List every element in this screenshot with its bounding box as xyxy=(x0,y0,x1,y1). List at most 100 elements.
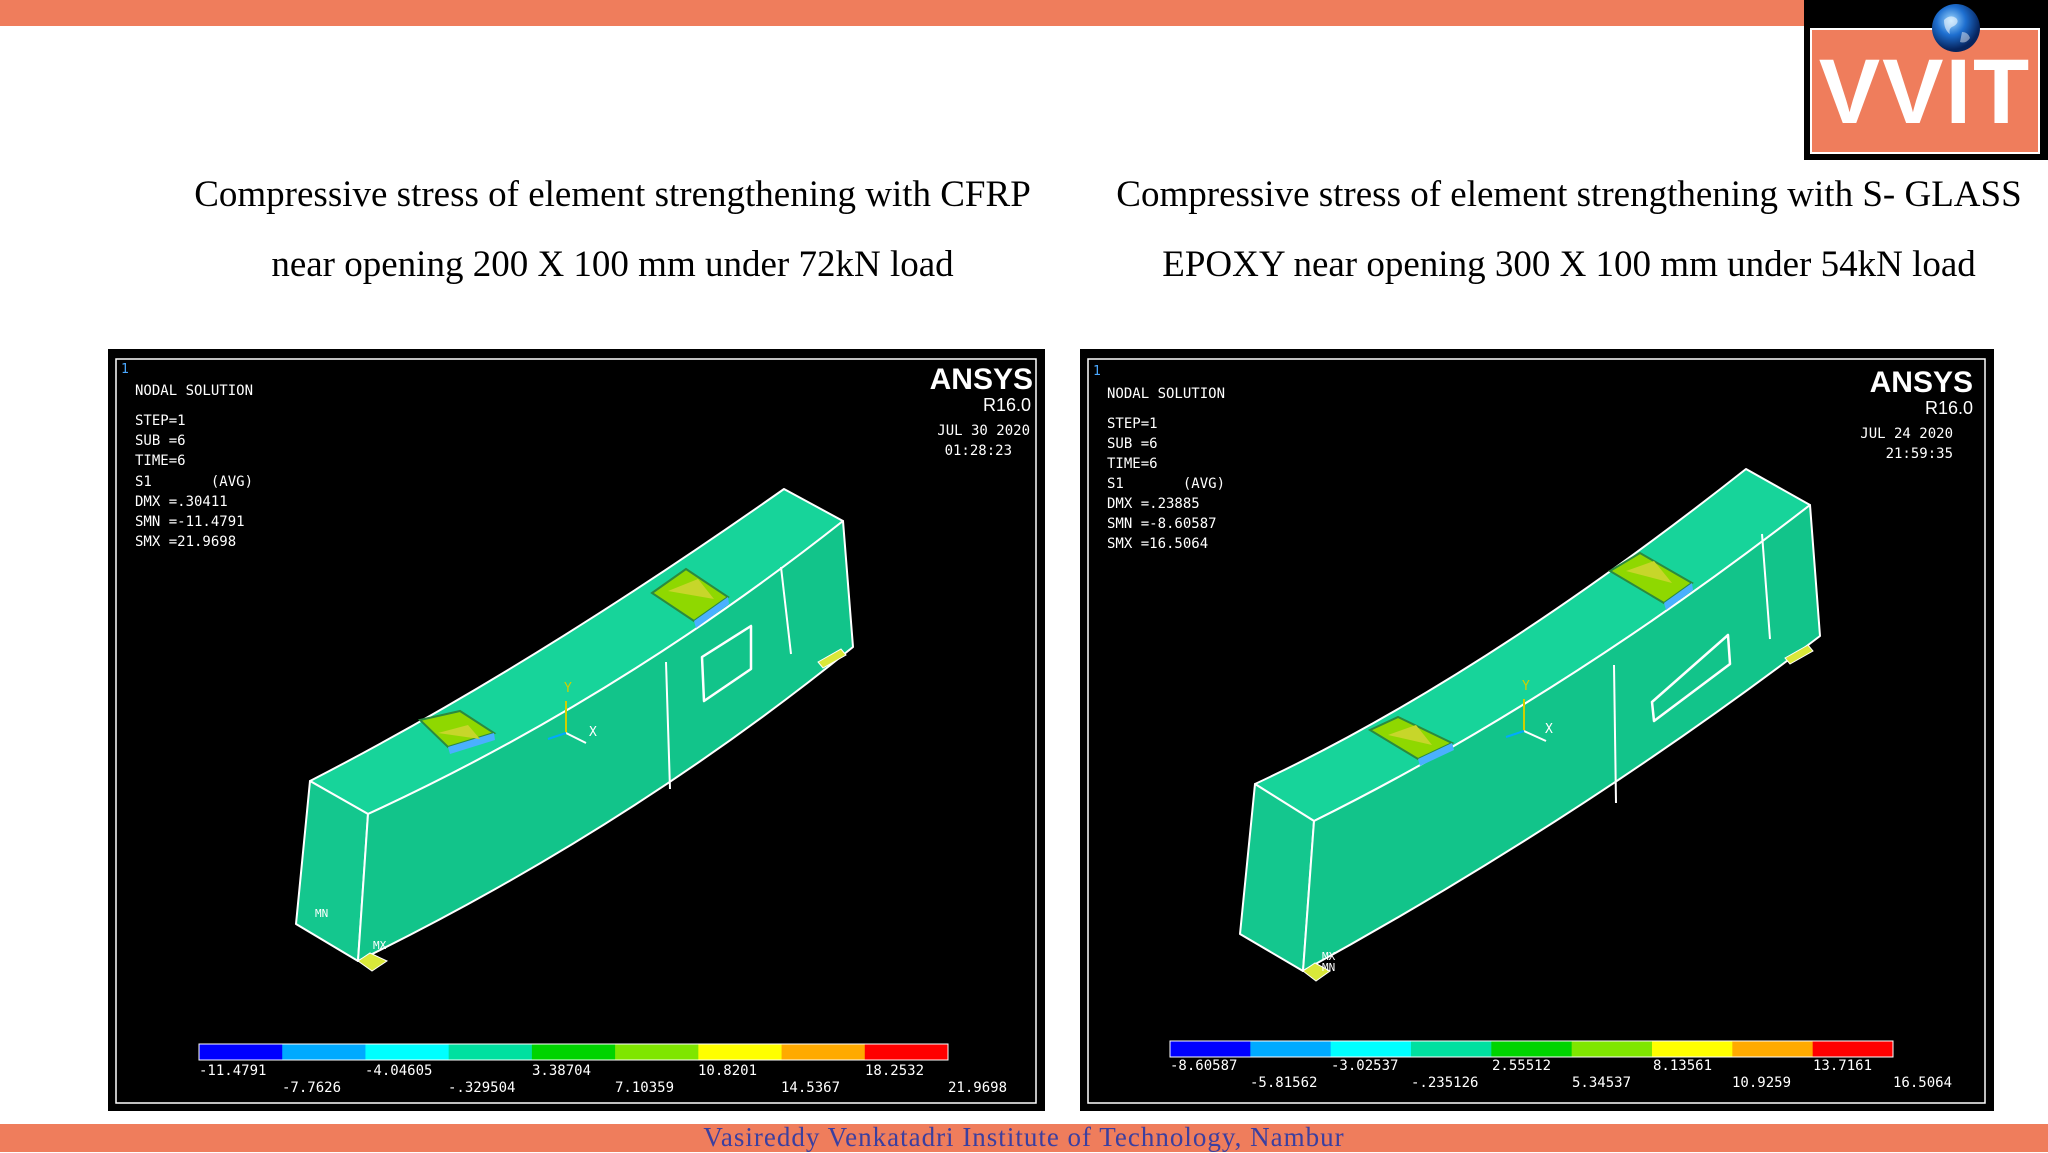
legend-color-band xyxy=(1652,1041,1733,1057)
legend-color-band xyxy=(448,1044,533,1060)
ansys-brand: ANSYS xyxy=(930,363,1033,396)
nodal-solution-title: NODAL SOLUTION xyxy=(135,383,253,399)
right-caption: Compressive stress of element strengthen… xyxy=(1090,160,2048,300)
axis-x-label: X xyxy=(589,725,597,740)
legend-top-label: 8.13561 xyxy=(1653,1058,1712,1074)
load-pad-right xyxy=(1608,551,1694,610)
result-time: 21:59:35 xyxy=(1886,446,1953,462)
ansys-result-cfrp: 1 NODAL SOLUTION STEP=1 SUB =6 TIME=6 S1… xyxy=(108,349,1045,1111)
s1-label: S1 (AVG) xyxy=(1107,476,1225,492)
footer-bar: Vasireddy Venkatadri Institute of Techno… xyxy=(0,1122,2048,1152)
time-label: TIME=6 xyxy=(135,453,186,469)
legend-color-band xyxy=(1732,1041,1814,1057)
right-caption-line1: Compressive stress of element strengthen… xyxy=(1116,174,2022,215)
step-label: STEP=1 xyxy=(135,413,186,429)
legend-color-band xyxy=(1330,1041,1412,1057)
legend-bottom-label: -.329504 xyxy=(448,1080,515,1096)
legend-color-band xyxy=(531,1044,616,1060)
sub-label: SUB =6 xyxy=(135,433,186,449)
ansys-brand: ANSYS xyxy=(1870,366,1973,399)
result-date: JUL 30 2020 xyxy=(937,423,1030,439)
s1-label: S1 (AVG) xyxy=(135,474,253,490)
legend-bottom-label: 16.5064 xyxy=(1893,1075,1952,1091)
sub-label: SUB =6 xyxy=(1107,436,1158,452)
legend-top-label: -3.02537 xyxy=(1331,1058,1398,1074)
support-left xyxy=(357,952,389,972)
legend-color-band xyxy=(1170,1041,1251,1057)
legend-top-label: 10.8201 xyxy=(698,1063,757,1079)
support-left xyxy=(1302,962,1331,982)
load-pad-right xyxy=(650,567,730,628)
legend-bottom-label: -7.7626 xyxy=(282,1080,341,1096)
min-marker: MN xyxy=(315,907,328,920)
load-pad-left xyxy=(417,709,497,754)
legend-top-label: 13.7161 xyxy=(1813,1058,1872,1074)
time-label: TIME=6 xyxy=(1107,456,1158,472)
legend-color-band xyxy=(1411,1041,1492,1057)
legend-top-label: -8.60587 xyxy=(1170,1058,1237,1074)
smx-label: SMX =16.5064 xyxy=(1107,536,1208,552)
legend-color-band xyxy=(282,1044,366,1060)
left-caption-line1: Compressive stress of element strengthen… xyxy=(194,174,1031,215)
smn-label: SMN =-11.4791 xyxy=(135,514,245,530)
top-accent-bar xyxy=(0,0,1804,26)
legend-color-band xyxy=(781,1044,866,1060)
support-right xyxy=(1784,644,1814,665)
coordinate-triad xyxy=(547,701,587,744)
legend-color-band xyxy=(1812,1041,1894,1057)
left-caption: Compressive stress of element strengthen… xyxy=(150,160,1075,300)
legend-top-label: -4.04605 xyxy=(365,1063,432,1079)
viewport-frame xyxy=(115,358,1037,1104)
step-label: STEP=1 xyxy=(1107,416,1158,432)
legend-bottom-label: 21.9698 xyxy=(948,1080,1007,1096)
smx-label: SMX =21.9698 xyxy=(135,534,236,550)
axis-y-label: Y xyxy=(564,681,572,696)
legend-top-label: 2.55512 xyxy=(1492,1058,1551,1074)
logo-panel: VVIT xyxy=(1810,28,2040,154)
coordinate-triad xyxy=(1505,699,1547,742)
contour-legend: -11.4791 -4.04605 3.38704 10.8201 18.253… xyxy=(198,1043,1007,1096)
min-marker: MN xyxy=(1322,961,1335,974)
legend-bottom-label: -5.81562 xyxy=(1250,1075,1317,1091)
ansys-result-s-glass-epoxy: 1 NODAL SOLUTION STEP=1 SUB =6 TIME=6 S1… xyxy=(1080,349,1994,1111)
legend-top-label: 3.38704 xyxy=(532,1063,591,1079)
legend-color-band xyxy=(1491,1041,1573,1057)
dmx-label: DMX =.30411 xyxy=(135,494,228,510)
legend-top-label: 18.2532 xyxy=(865,1063,924,1079)
axis-x-label: X xyxy=(1545,722,1553,737)
logo: VVIT xyxy=(1804,0,2048,160)
legend-bottom-label: -.235126 xyxy=(1411,1075,1478,1091)
right-caption-line2: EPOXY near opening 300 X 100 mm under 54… xyxy=(1162,244,1976,285)
beam-model xyxy=(1239,468,1821,972)
legend-top-label: -11.4791 xyxy=(199,1063,266,1079)
ansys-version: R16.0 xyxy=(983,395,1031,415)
smn-label: SMN =-8.60587 xyxy=(1107,516,1217,532)
window-number: 1 xyxy=(121,362,129,377)
legend-color-band xyxy=(365,1044,450,1060)
max-marker: MX xyxy=(373,939,387,952)
window-number: 1 xyxy=(1093,364,1101,379)
ansys-version: R16.0 xyxy=(1925,398,1973,418)
left-caption-line2: near opening 200 X 100 mm under 72kN loa… xyxy=(271,244,954,285)
institute-name: Vasireddy Venkatadri Institute of Techno… xyxy=(703,1122,1345,1152)
legend-frame xyxy=(1169,1040,1894,1058)
logo-text: VVIT xyxy=(1818,41,2032,143)
dmx-label: DMX =.23885 xyxy=(1107,496,1200,512)
legend-frame xyxy=(198,1043,949,1061)
legend-bottom-label: 5.34537 xyxy=(1572,1075,1631,1091)
legend-color-band xyxy=(199,1044,283,1060)
contour-legend: -8.60587 -3.02537 2.55512 8.13561 13.716… xyxy=(1169,1040,1952,1091)
legend-color-band xyxy=(615,1044,699,1060)
result-date: JUL 24 2020 xyxy=(1860,426,1953,442)
legend-color-band xyxy=(698,1044,783,1060)
legend-color-band xyxy=(1250,1041,1332,1057)
legend-color-band xyxy=(864,1044,949,1060)
viewport-frame xyxy=(1087,358,1986,1104)
beam-model xyxy=(295,488,854,962)
legend-bottom-label: 10.9259 xyxy=(1732,1075,1791,1091)
legend-bottom-label: 7.10359 xyxy=(615,1080,674,1096)
max-marker: MX xyxy=(1322,950,1336,963)
axis-y-label: Y xyxy=(1522,679,1530,694)
legend-bottom-label: 14.5367 xyxy=(781,1080,840,1096)
nodal-solution-title: NODAL SOLUTION xyxy=(1107,386,1225,402)
